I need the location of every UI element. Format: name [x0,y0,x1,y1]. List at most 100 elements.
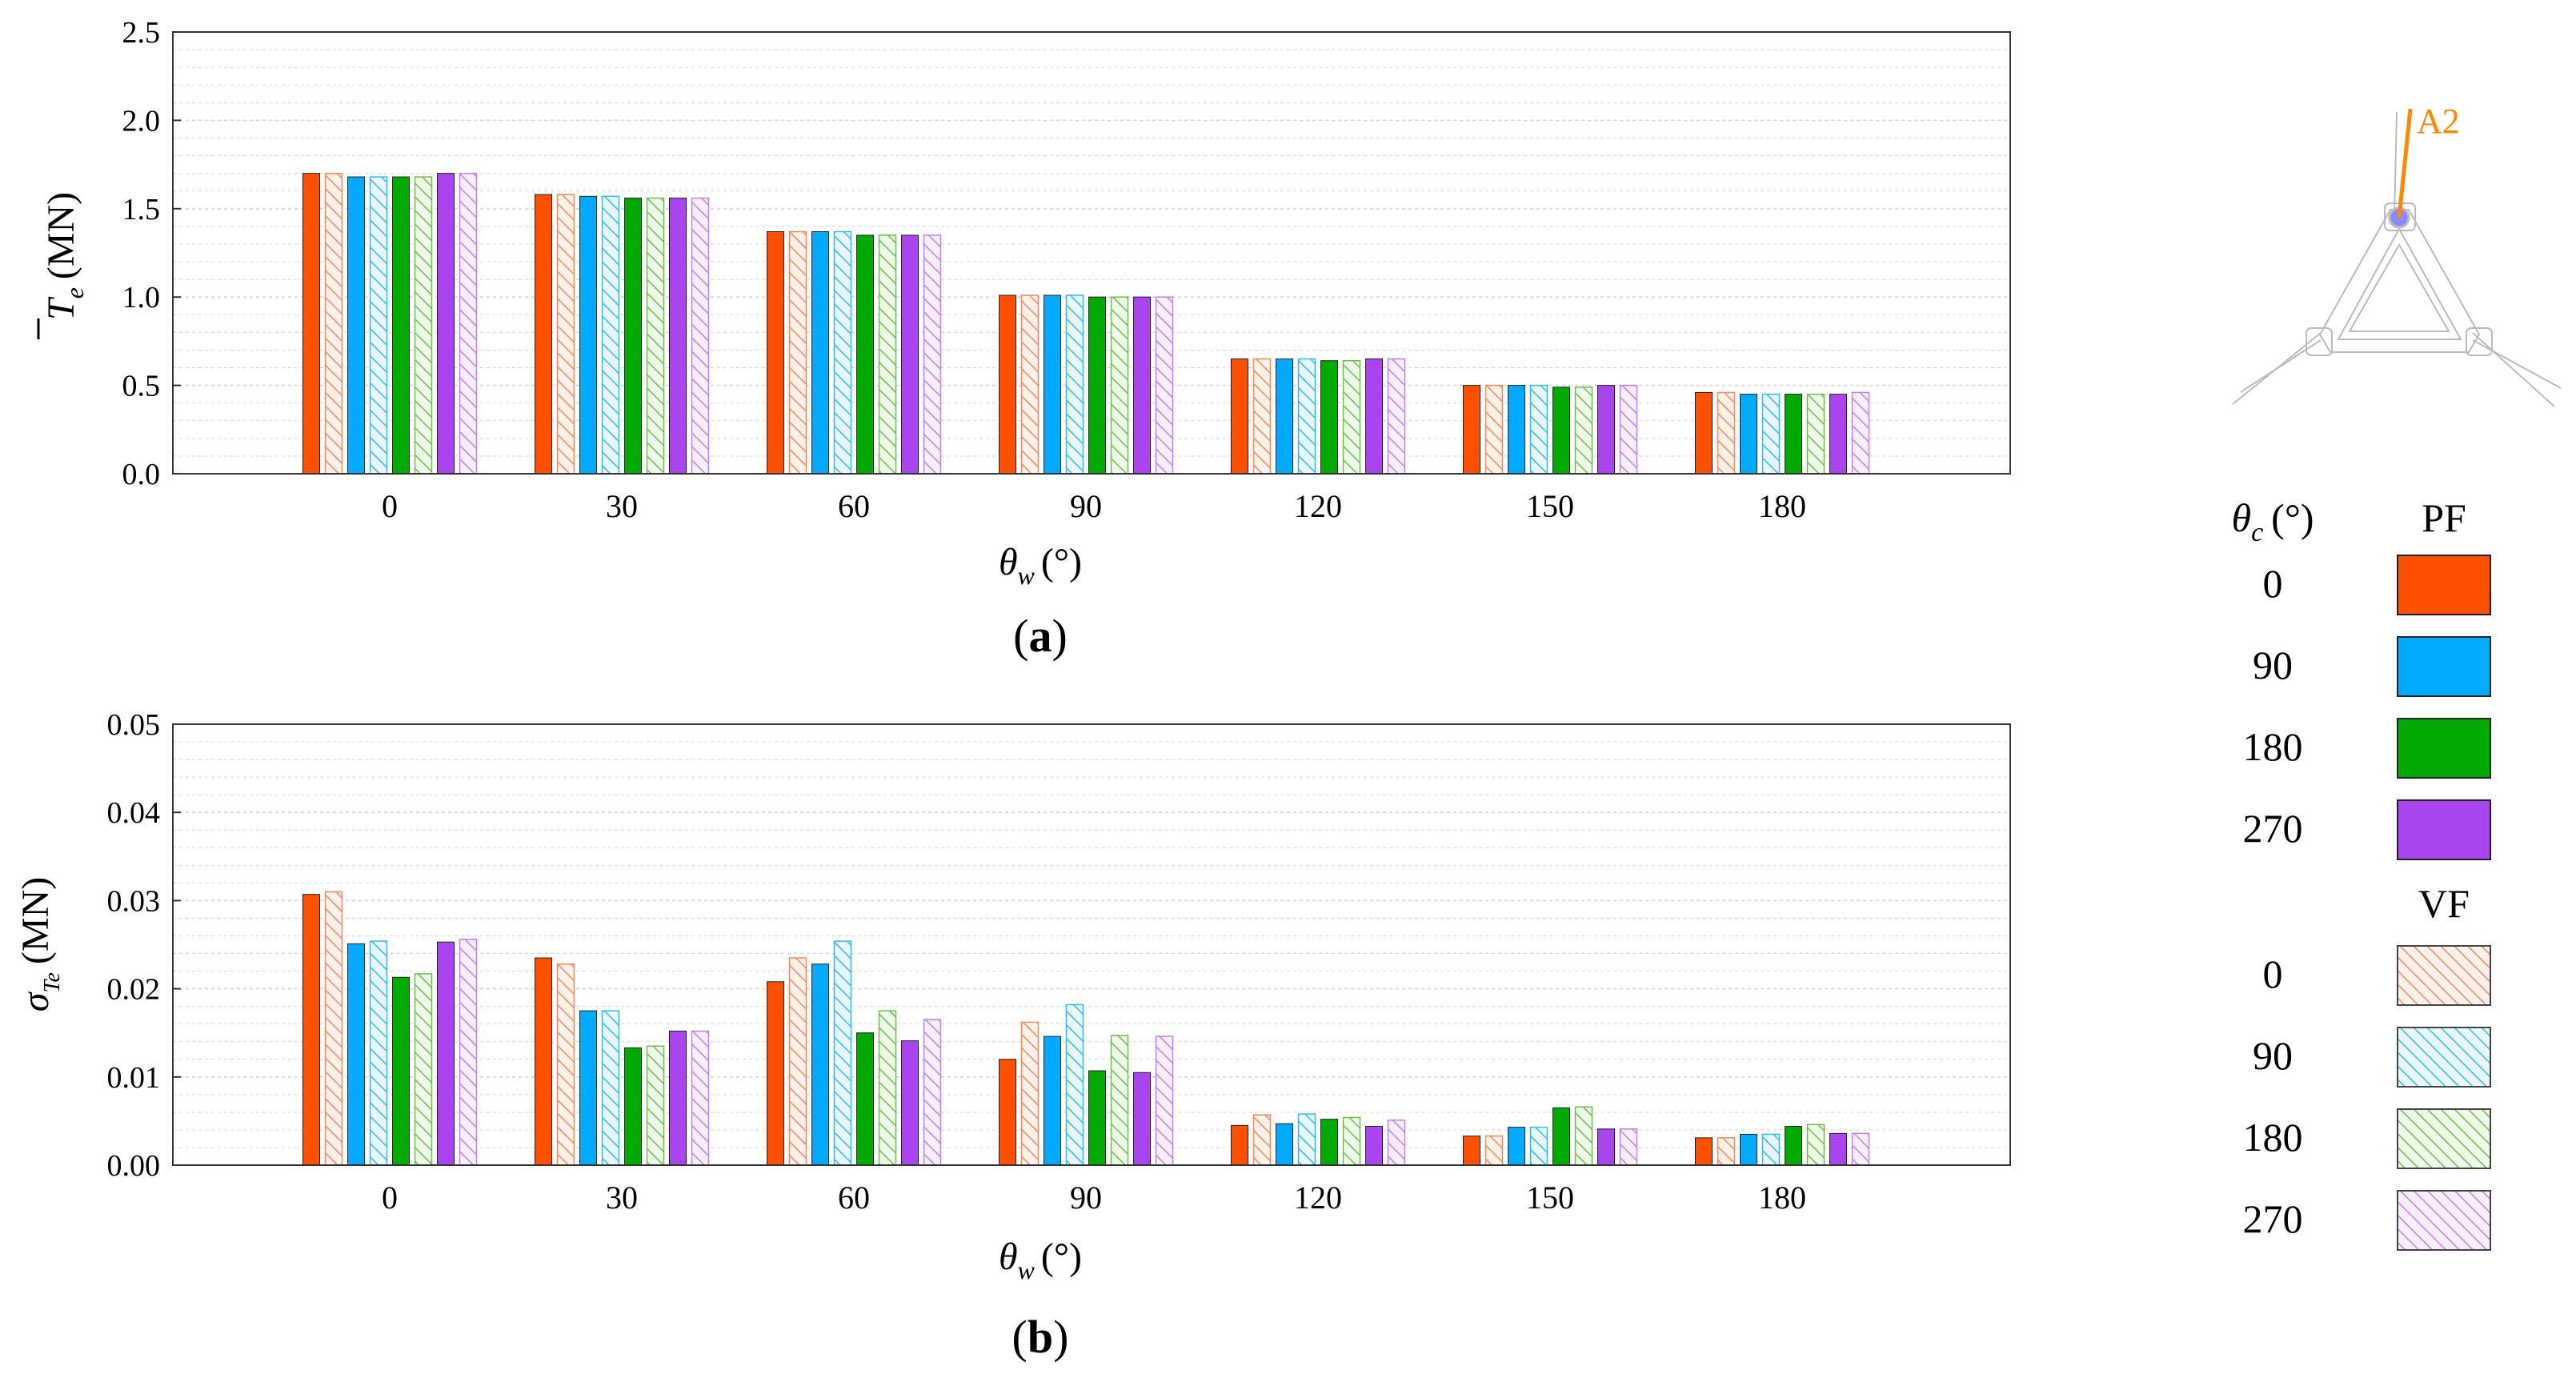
bar-vf-180-180 [1806,393,1825,475]
bar-pf-180-60 [856,1032,874,1166]
bar-vf-90-150 [1529,384,1548,475]
x-tick-label: 0 [382,488,398,524]
x-tick-label: 180 [1758,1180,1806,1216]
y-tick-label: 2.0 [122,104,161,138]
bar-vf-270-0 [459,939,478,1166]
bar-vf-0-60 [788,957,807,1166]
bar-pf-180-30 [624,198,642,475]
x-ticks-b: 0 30 60 90 120 150 180 [382,1180,1806,1216]
legend-vf-label: 270 [2243,1196,2303,1241]
bars-b [302,891,1870,1166]
y-tick-label: 1.5 [122,193,161,226]
bar-pf-0-0 [302,894,320,1166]
bar-pf-90-120 [1276,358,1293,475]
y-ticks-b: 0.00 0.01 0.02 0.03 0.04 0.05 [107,708,181,1183]
bar-vf-270-0 [459,172,478,475]
panel-label-b: (b) [1012,1311,1069,1363]
y-axis-label-b: σTe(MN) [14,877,65,1011]
bar-pf-0-150 [1463,385,1480,475]
bar-vf-0-60 [788,230,807,475]
bar-pf-90-60 [811,231,829,475]
bar-vf-180-120 [1342,359,1361,475]
bar-pf-0-90 [999,1059,1016,1166]
legend-vf-swatch [2397,945,2491,1006]
bar-vf-270-30 [691,1030,710,1166]
bar-vf-180-0 [414,176,433,475]
y-tick-label: 0.04 [107,796,161,830]
bar-vf-0-0 [324,891,343,1166]
bar-vf-0-120 [1252,358,1272,475]
bar-pf-180-60 [856,234,874,475]
bar-vf-180-150 [1574,1106,1593,1166]
bar-pf-180-180 [1785,394,1802,475]
bar-pf-180-120 [1320,360,1338,475]
bar-vf-180-60 [878,1010,897,1166]
legend-vf-swatch [2397,1027,2491,1088]
bar-pf-0-180 [1695,1137,1713,1166]
legend-vf-swatch [2397,1190,2491,1251]
y-tick-label: 0.01 [107,1061,161,1095]
x-ticks-a: 0 30 60 90 120 150 180 [382,488,1806,524]
bar-vf-270-150 [1619,384,1638,475]
bar-pf-270-60 [901,1040,919,1166]
mooring-line-right-2 [2472,339,2562,389]
bar-vf-270-60 [923,1019,942,1166]
highlighted-mooring-line [2397,108,2413,218]
bar-pf-90-180 [1740,394,1757,475]
bar-pf-90-150 [1508,385,1525,475]
bar-vf-90-0 [369,940,388,1166]
bar-vf-90-180 [1761,393,1781,475]
bar-pf-270-150 [1597,385,1615,475]
legend-vf-title: VF [2418,881,2470,926]
svg-text:Te(MN): Te(MN) [40,192,89,320]
bar-vf-90-120 [1297,1113,1316,1166]
bar-pf-0-30 [535,957,552,1166]
legend-pf-swatch [2397,718,2491,779]
bar-pf-0-150 [1463,1136,1480,1166]
x-tick-label: 60 [838,488,870,524]
bar-pf-270-0 [437,941,455,1166]
bar-vf-180-180 [1806,1124,1825,1166]
legend: θc (°) PF VF 0 90 180 270 0 90 180 270 [2232,495,2491,1251]
bar-pf-0-60 [767,981,784,1166]
bar-vf-0-0 [324,172,343,475]
x-tick-label: 90 [1070,1180,1102,1216]
x-tick-label: 30 [606,488,638,524]
chart-panel-a: 0.0 0.5 1.0 1.5 2.0 2.5 0 30 60 90 120 150 180 θw (°… [37,16,2011,662]
legend-pf-label: 90 [2253,643,2293,687]
bar-vf-270-30 [691,197,710,475]
y-tick-label: 0.02 [107,973,161,1007]
legend-vf-label: 0 [2263,951,2283,996]
bar-pf-90-120 [1276,1123,1293,1166]
bar-vf-180-150 [1574,387,1593,475]
bar-pf-270-60 [901,234,919,475]
x-axis-label-a: θw (°) [999,541,1082,590]
bar-pf-90-60 [811,963,829,1166]
bar-pf-270-120 [1365,358,1383,475]
plot-frame-a [172,31,2011,475]
bar-vf-270-180 [1851,1132,1870,1166]
bar-pf-0-90 [999,294,1016,475]
legend-vf-label: 180 [2243,1115,2303,1160]
bar-pf-270-30 [669,1030,687,1166]
bar-vf-0-90 [1020,1021,1040,1166]
bar-vf-270-150 [1619,1128,1638,1166]
bar-pf-90-150 [1508,1127,1525,1166]
bar-vf-90-90 [1065,1003,1084,1166]
bar-vf-90-90 [1065,294,1084,475]
bar-vf-270-90 [1155,1036,1174,1166]
bar-pf-180-90 [1088,1070,1106,1166]
bar-pf-180-0 [392,176,410,475]
bar-pf-90-90 [1044,1036,1061,1166]
bar-vf-270-90 [1155,296,1174,475]
bar-vf-180-0 [414,973,433,1166]
bar-pf-0-0 [302,173,320,475]
legend-pf-swatch [2397,799,2491,860]
panel-label-a: (a) [1013,610,1068,662]
bar-pf-180-150 [1552,387,1570,475]
bar-vf-0-180 [1717,1137,1736,1166]
legend-pf-title: PF [2422,495,2466,540]
pontoon-right [2466,327,2493,356]
bar-pf-90-0 [347,943,365,1166]
legend-pf-label: 180 [2243,724,2303,769]
